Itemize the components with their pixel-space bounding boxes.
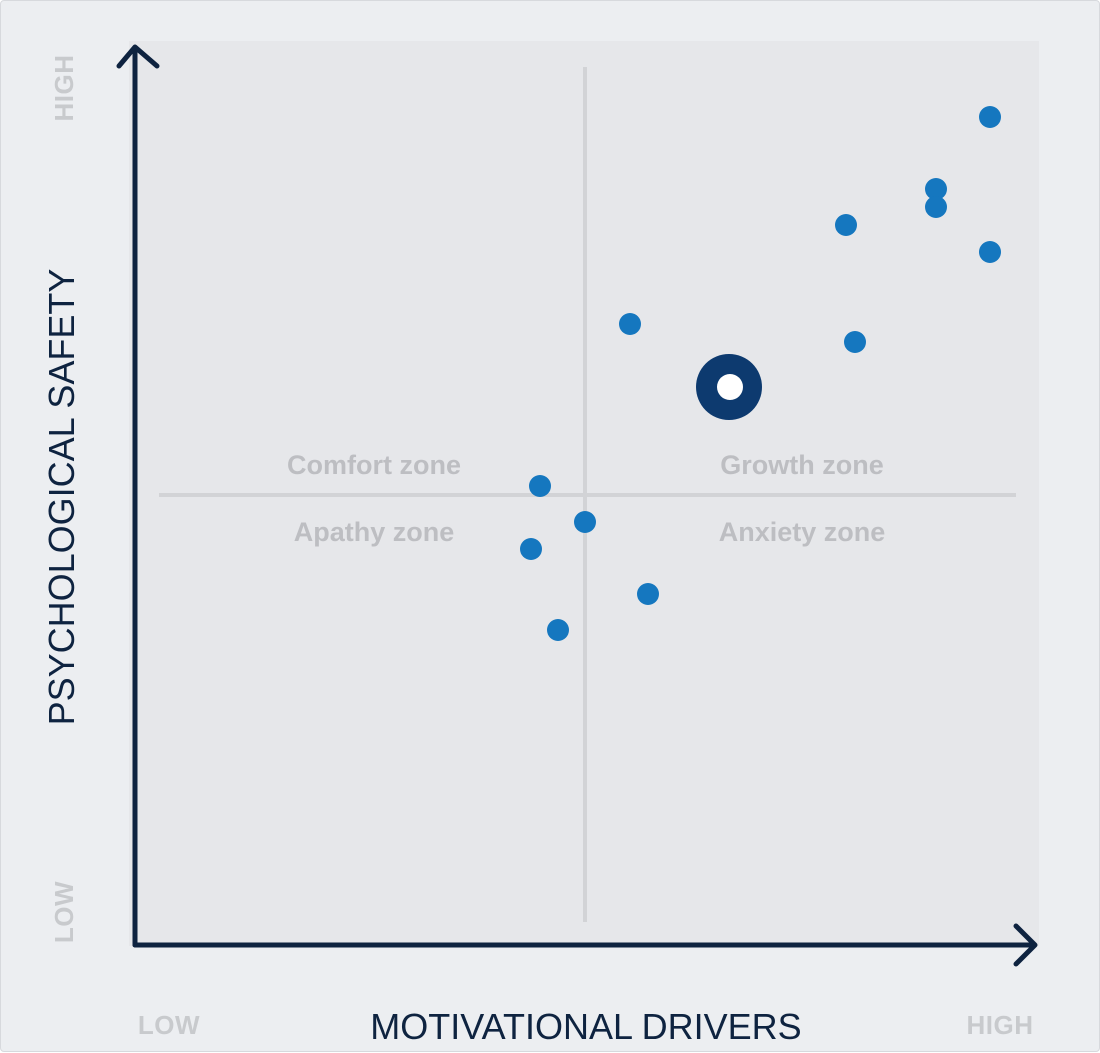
y-axis-title: PSYCHOLOGICAL SAFETY [41,269,82,726]
zone-label-apathy: Apathy zone [294,517,455,547]
data-point-0-11 [547,619,569,641]
y-high-label: HIGH [49,55,79,122]
x-high-label: HIGH [967,1010,1034,1040]
data-point-0-8 [574,511,596,533]
data-point-0-5 [844,331,866,353]
data-point-0-10 [637,583,659,605]
data-points [520,106,1001,641]
highlight-ring-center [717,374,743,400]
highlight-ring-point [696,354,762,420]
x-axis-arrowhead [1013,923,1038,967]
y-low-label: LOW [49,881,79,943]
data-point-0-0 [979,106,1001,128]
data-point-0-4 [979,241,1001,263]
data-point-0-6 [619,313,641,335]
data-point-0-2 [925,196,947,218]
data-point-0-7 [529,475,551,497]
x-axis-title: MOTIVATIONAL DRIVERS [370,1006,801,1047]
zone-label-growth: Growth zone [720,450,884,480]
zone-label-anxiety: Anxiety zone [719,517,886,547]
zone-label-comfort: Comfort zone [287,450,461,480]
data-point-0-1 [925,178,947,200]
x-low-label: LOW [138,1010,200,1040]
data-point-0-3 [835,214,857,236]
data-point-0-9 [520,538,542,560]
